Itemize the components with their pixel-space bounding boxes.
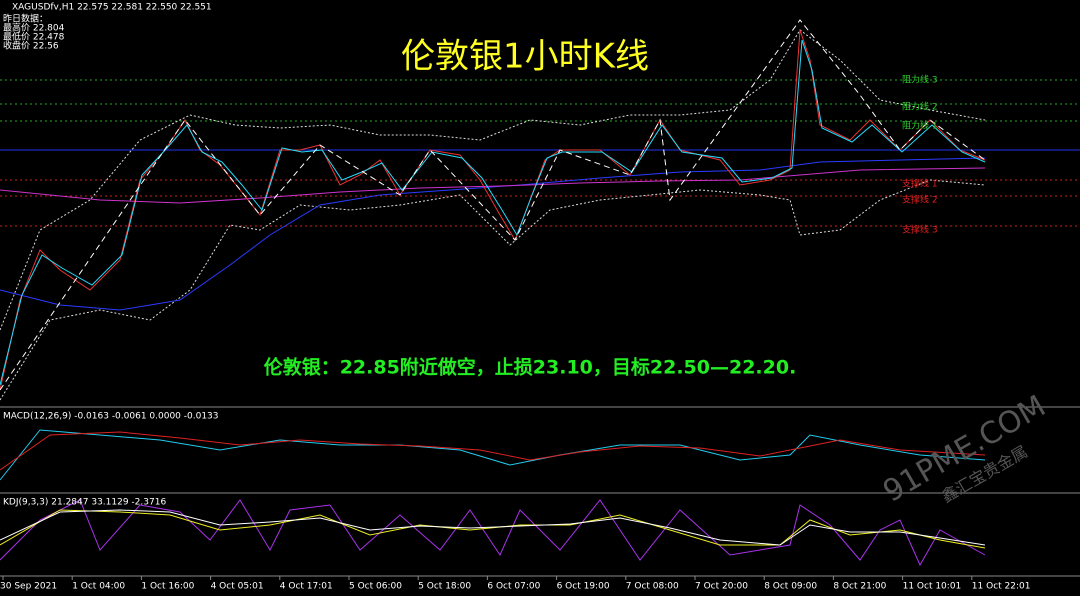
trade-note: 伦敦银：22.85附近做空，止损23.10，目标22.50—22.20. — [264, 356, 797, 379]
ma-mid — [0, 167, 986, 204]
level-label: 阻力线 2 — [902, 101, 938, 113]
x-axis: 30 Sep 2021 1 Oct 04:00 1 Oct 16:00 4 Oct 0… — [0, 576, 1030, 592]
x-tick-label: 5 Oct 18:00 — [418, 582, 471, 592]
level-label: 支撑线 3 — [902, 224, 938, 236]
price-close — [0, 39, 986, 386]
level-label: 支撑线 2 — [902, 194, 938, 206]
info-line: 最高价 22.804 — [3, 22, 65, 34]
level-label: 阻力线 3 — [902, 74, 938, 86]
info-line: 最低价 22.478 — [3, 31, 65, 43]
x-tick-label: 4 Oct 05:01 — [211, 582, 264, 592]
symbol-header: XAGUSDfv,H1 22.575 22.581 22.550 22.551 — [12, 3, 212, 13]
x-tick-label: 8 Oct 21:00 — [833, 582, 886, 592]
zigzag — [0, 19, 986, 391]
x-tick-label: 6 Oct 07:00 — [487, 582, 540, 592]
x-tick-label: 5 Oct 06:00 — [349, 582, 402, 592]
x-tick-label: 8 Oct 09:00 — [764, 582, 817, 592]
level-label: 阻力线 1 — [902, 120, 938, 132]
x-tick-label: 7 Oct 20:00 — [695, 582, 748, 592]
macd-label: MACD(12,26,9) -0.0163 -0.0061 0.0000 -0.… — [3, 412, 219, 422]
kdj-d — [0, 509, 986, 546]
x-tick-label: 1 Oct 04:00 — [72, 582, 125, 592]
info-line: 收盘价 22.56 — [3, 40, 59, 52]
x-tick-label: 6 Oct 19:00 — [557, 582, 610, 592]
ma-slow — [0, 157, 986, 311]
kdj-j — [0, 499, 986, 567]
chart-title: 伦敦银1小时K线 — [401, 37, 649, 77]
price-line — [0, 29, 986, 391]
x-tick-label: 7 Oct 08:00 — [626, 582, 679, 592]
info-line: 昨日数据： — [3, 13, 48, 25]
lower-band — [0, 179, 986, 401]
x-tick-label: 30 Sep 2021 — [0, 582, 57, 592]
kdj-label: KDJ(9,3,3) 21.2847 33.1129 -2.3716 — [3, 498, 166, 508]
x-tick-label: 1 Oct 16:00 — [141, 582, 194, 592]
signal-line — [0, 431, 986, 471]
x-tick-label: 11 Oct 10:01 — [903, 582, 962, 592]
x-tick-label: 4 Oct 17:01 — [280, 582, 333, 592]
kdj-k — [0, 509, 986, 549]
macd-line — [0, 429, 986, 481]
level-label: 支撑线 1 — [902, 178, 938, 190]
x-tick-label: 11 Oct 22:01 — [972, 582, 1031, 592]
